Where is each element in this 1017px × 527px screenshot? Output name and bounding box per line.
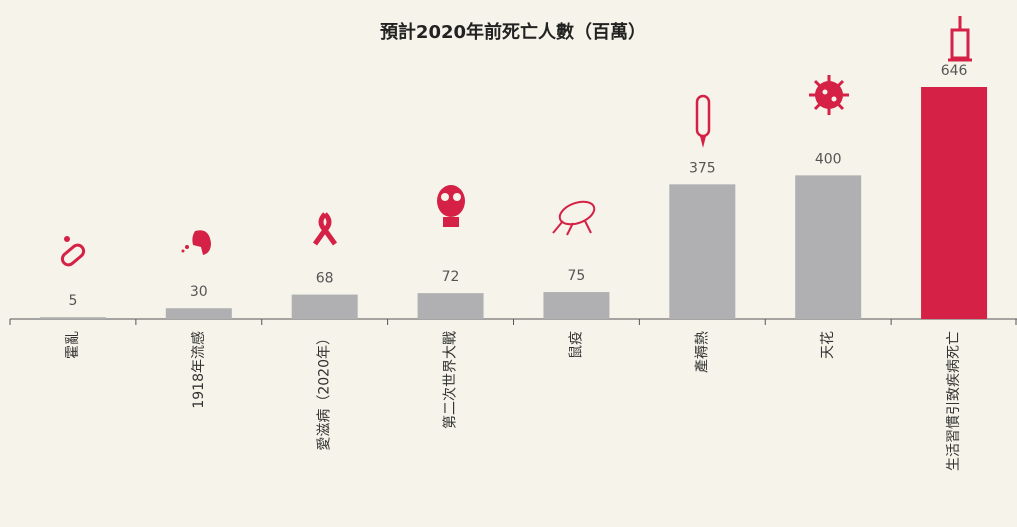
value-label: 5 [68,293,77,309]
value-label: 646 [941,63,968,79]
x-tick-label: 天花 [820,331,836,359]
icon-syringe [948,16,972,60]
bar [166,308,232,319]
x-tick-label: 鼠疫 [568,331,584,359]
value-label: 30 [190,284,208,300]
x-tick-label: 霍亂 [65,331,81,359]
icon-bacteria [60,236,86,267]
x-tick-label: 1918年流感 [190,331,207,409]
value-label: 68 [316,271,334,287]
icon-ribbon [315,214,335,244]
bar [418,293,484,319]
icon-head [182,230,212,255]
icon-gasmask [437,185,465,227]
value-label: 400 [815,151,842,167]
bar [921,87,987,319]
icon-flea [553,197,597,235]
value-label: 375 [689,160,716,176]
value-label: 72 [442,269,460,285]
bar [40,317,106,319]
chart-title: 預計2020年前死亡人數（百萬） [380,21,646,43]
value-label: 75 [568,268,586,284]
x-tick-label: 生活習慣引致疾病死亡 [945,331,962,471]
icon-thermometer [697,96,709,148]
page: {"chart_data": {"type": "bar", "title": … [0,0,1017,527]
x-tick-label: 愛滋病（2020年） [317,331,333,451]
x-tick-label: 產褥熱 [693,331,710,373]
bar [292,295,358,319]
x-tick-label: 第二次世界大戰 [442,331,459,429]
icon-virus [809,75,849,115]
bar [543,292,609,319]
bar [795,175,861,319]
bar [669,184,735,319]
chart: 預計2020年前死亡人數（百萬） [0,0,1017,527]
